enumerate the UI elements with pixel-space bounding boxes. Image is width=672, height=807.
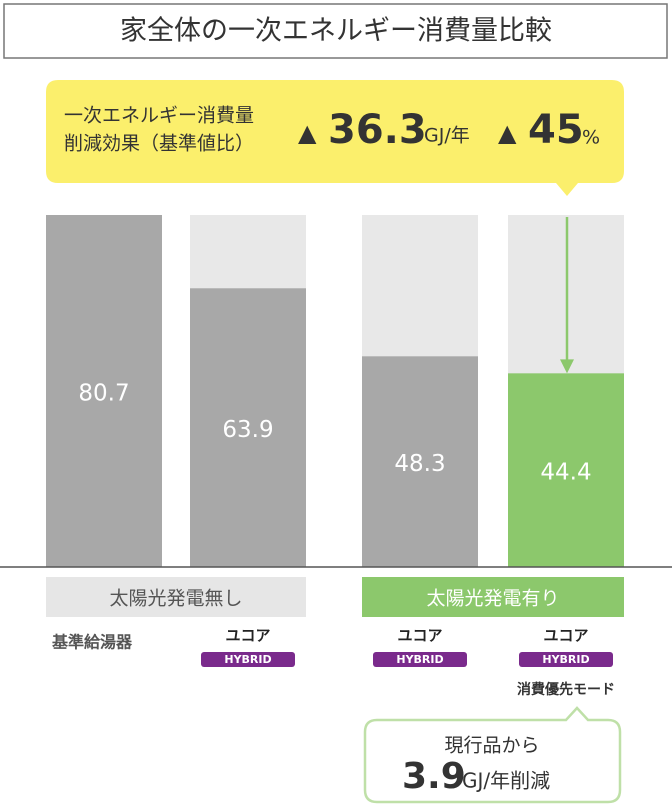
callout-mark: ▲ xyxy=(498,119,517,147)
brand-badge-label: HYBRID xyxy=(542,653,589,666)
arrow-head xyxy=(560,359,574,374)
callout-line: 削減効果（基準値比） xyxy=(64,133,254,155)
group-label: 太陽光発電無し xyxy=(109,588,242,610)
brand-badge xyxy=(373,652,467,667)
note-unit: GJ/年削減 xyxy=(462,769,550,793)
bar xyxy=(508,373,624,567)
value-label: 63.9 xyxy=(222,417,273,443)
x-tick-label: 基準給湯器 xyxy=(51,633,133,652)
bar xyxy=(46,215,162,567)
callout-line: 一次エネルギー消費量 xyxy=(64,105,254,127)
brand-name: ユコア xyxy=(543,627,588,645)
title-box xyxy=(3,3,668,59)
callout-amount: 36.3 xyxy=(328,107,427,153)
brand-badge xyxy=(519,652,613,667)
callout-unit: GJ/年 xyxy=(424,125,470,147)
brand-badge-label: HYBRID xyxy=(396,653,443,666)
value-label: 48.3 xyxy=(394,451,445,477)
category-note: 消費優先モード xyxy=(517,681,615,698)
brand-badge xyxy=(201,652,295,667)
callout-mark: ▲ xyxy=(298,119,317,147)
note-box xyxy=(363,706,622,804)
value-label: 44.4 xyxy=(540,460,591,486)
brand-name: ユコア xyxy=(397,627,442,645)
brand-badge-label: HYBRID xyxy=(224,653,271,666)
brand-name: ユコア xyxy=(225,627,270,645)
bar xyxy=(362,356,478,567)
group-label-box xyxy=(46,577,306,617)
bar xyxy=(190,288,306,567)
chart-title: 家全体の一次エネルギー消費量比較 xyxy=(120,16,552,47)
note-amount: 3.9 xyxy=(402,756,466,797)
note-line: 現行品から xyxy=(444,735,539,757)
callout-percent: 45 xyxy=(528,107,584,153)
group-label-box xyxy=(362,577,624,617)
callout-box xyxy=(46,80,624,196)
callout-percent-unit: % xyxy=(582,127,600,149)
value-label: 80.7 xyxy=(78,381,129,407)
group-label: 太陽光発電有り xyxy=(426,588,559,610)
